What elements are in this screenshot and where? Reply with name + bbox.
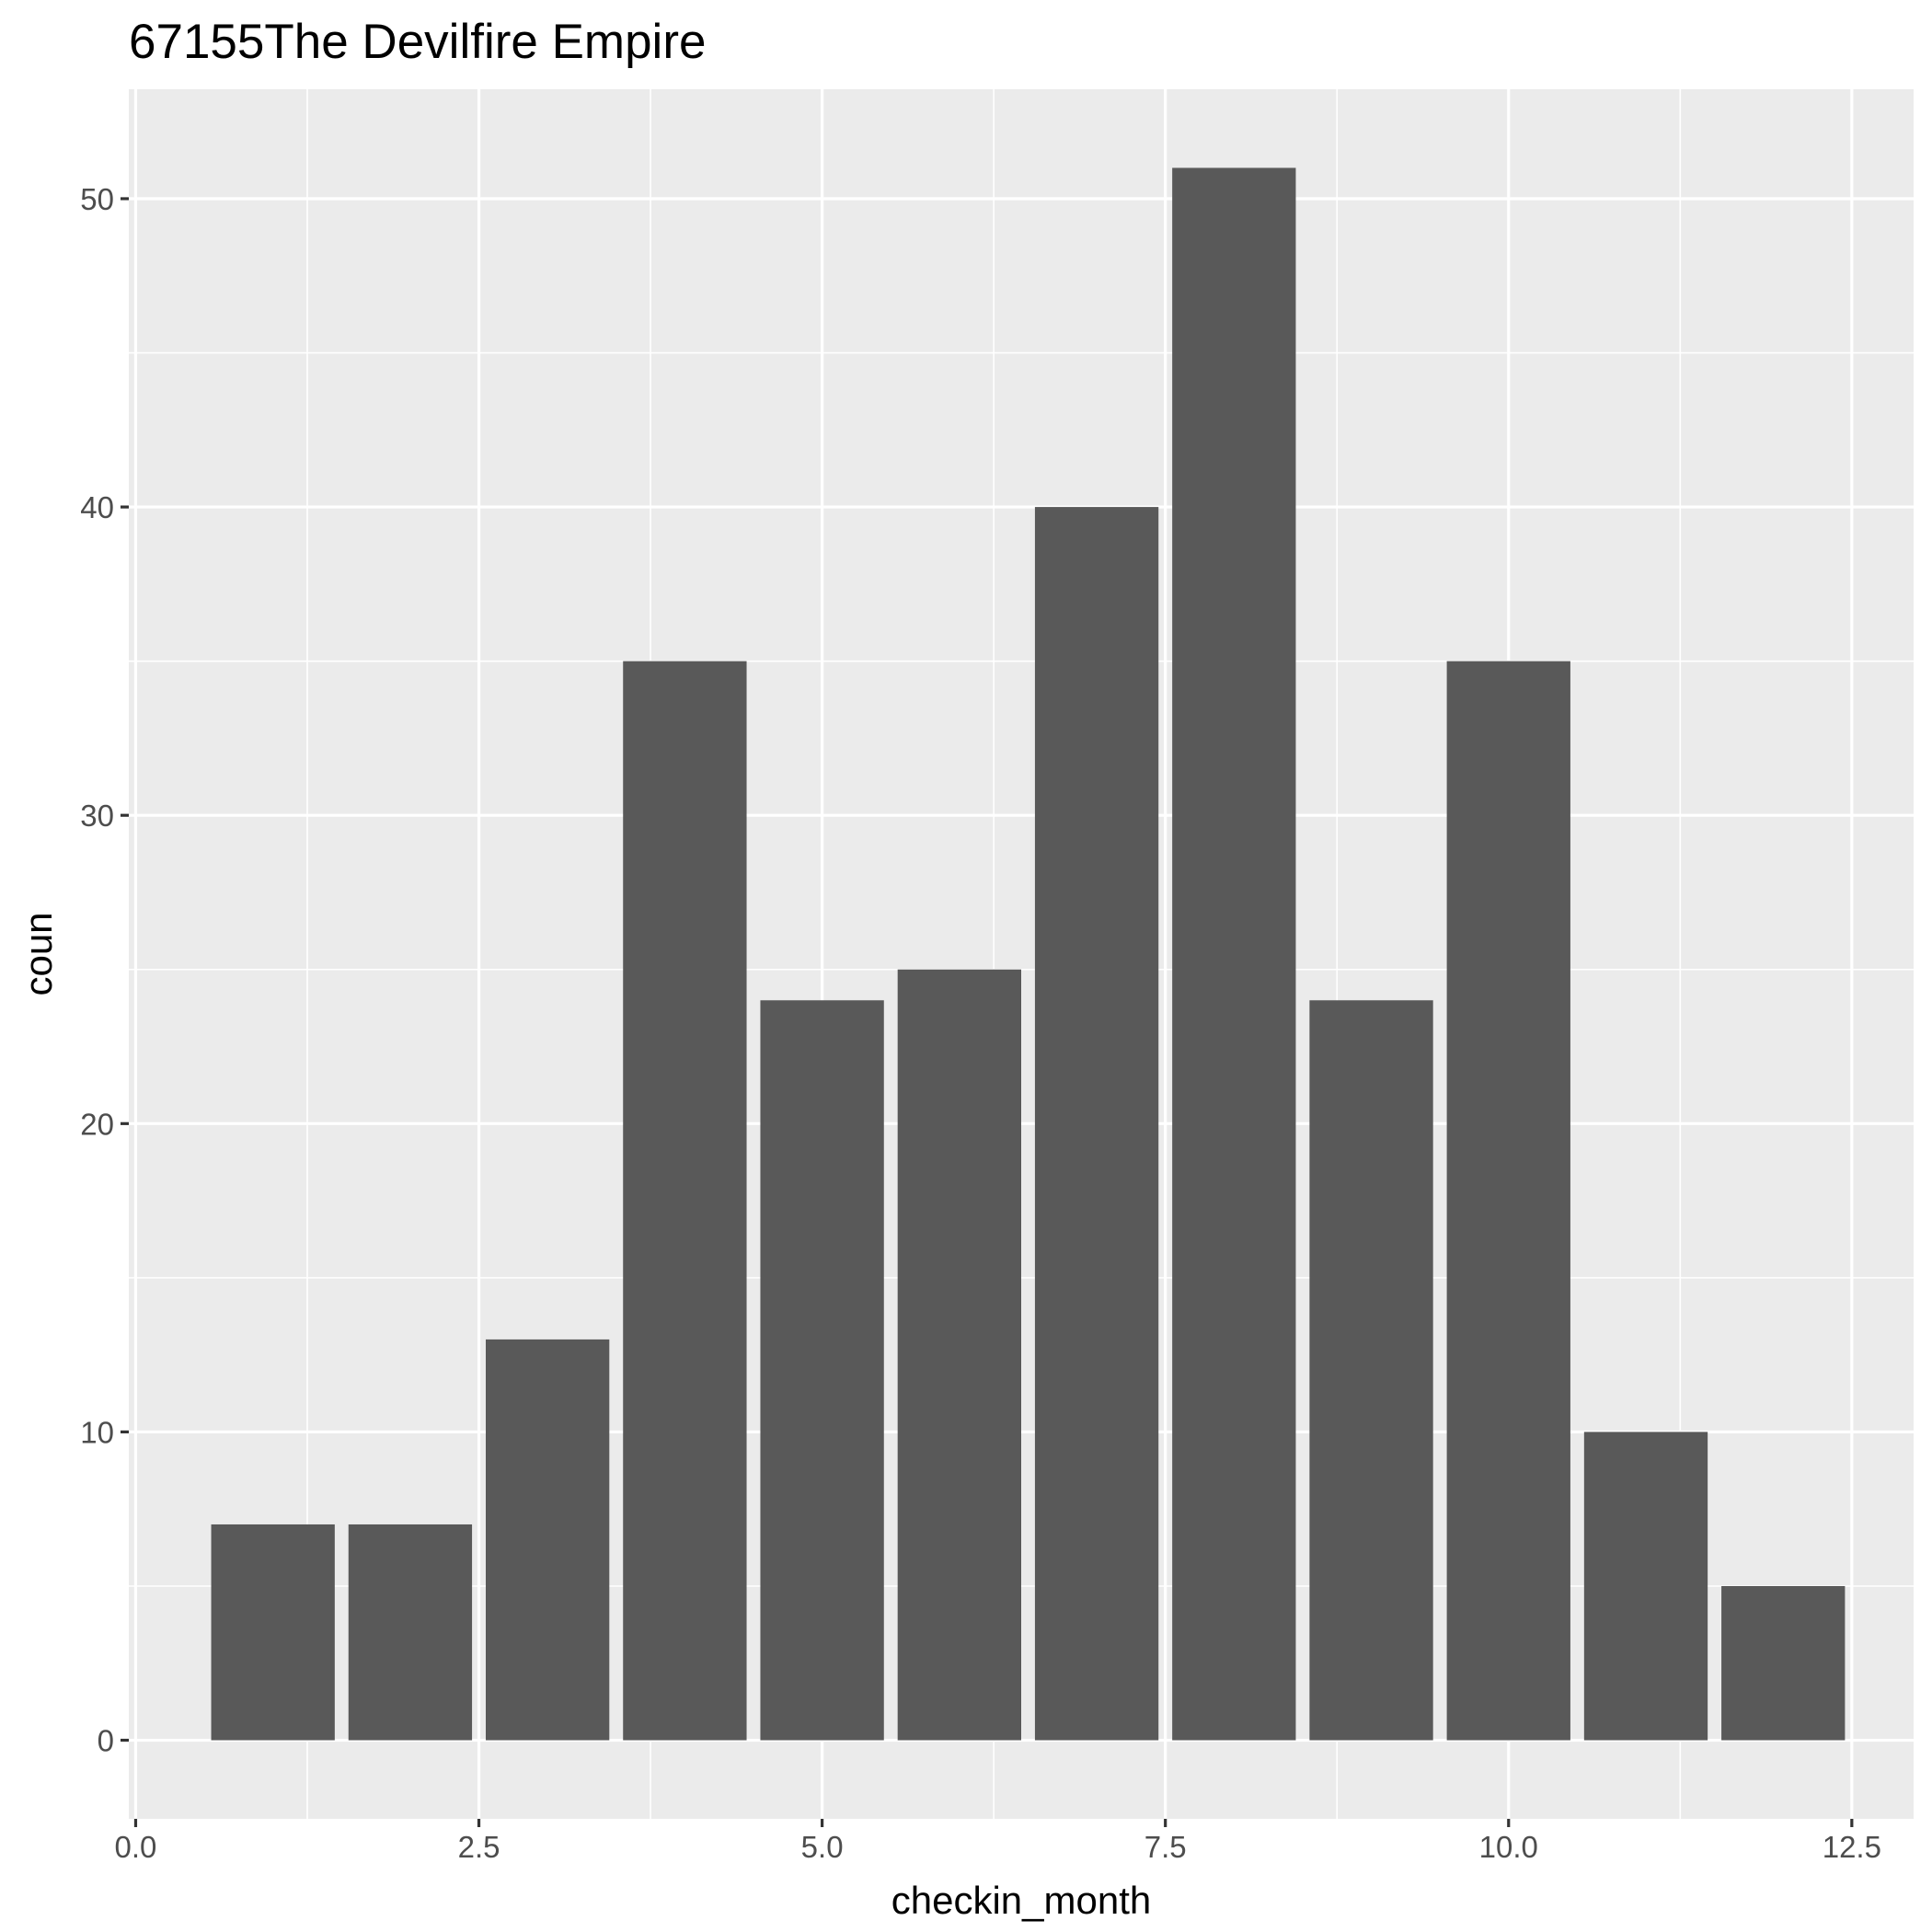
bar-month-6: [897, 969, 1021, 1741]
y-tick-label: 50: [80, 182, 114, 216]
x-tick-label: 12.5: [1823, 1830, 1881, 1864]
bar-month-1: [211, 1524, 335, 1741]
chart-title: 67155The Devilfire Empire: [129, 15, 706, 69]
y-axis-title: coun: [17, 912, 60, 995]
y-tick-label: 30: [80, 799, 114, 833]
x-tick-label: 2.5: [458, 1830, 500, 1864]
bar-month-4: [623, 661, 747, 1741]
bar-month-11: [1583, 1432, 1708, 1741]
bar-month-10: [1446, 661, 1570, 1741]
x-axis-title: checkin_month: [891, 1879, 1152, 1922]
y-axis: 0 10 20 30 40 50: [80, 182, 129, 1758]
x-tick-label: 7.5: [1144, 1830, 1187, 1864]
bar-month-7: [1034, 507, 1159, 1741]
bar-month-2: [348, 1524, 473, 1741]
x-tick-label: 10.0: [1479, 1830, 1538, 1864]
bar-month-8: [1172, 167, 1296, 1741]
y-tick-label: 10: [80, 1415, 114, 1449]
y-tick-label: 20: [80, 1107, 114, 1141]
x-tick-label: 5.0: [801, 1830, 844, 1864]
x-tick-label: 0.0: [115, 1830, 157, 1864]
bar-month-12: [1721, 1585, 1846, 1741]
bar-month-9: [1309, 1000, 1433, 1741]
x-axis: 0.0 2.5 5.0 7.5 10.0 12.5: [115, 1819, 1881, 1864]
bar-month-5: [760, 1000, 884, 1741]
y-tick-label: 40: [80, 490, 114, 524]
bar-month-3: [486, 1339, 610, 1741]
bars: [211, 167, 1846, 1741]
y-tick-label: 0: [98, 1724, 114, 1758]
